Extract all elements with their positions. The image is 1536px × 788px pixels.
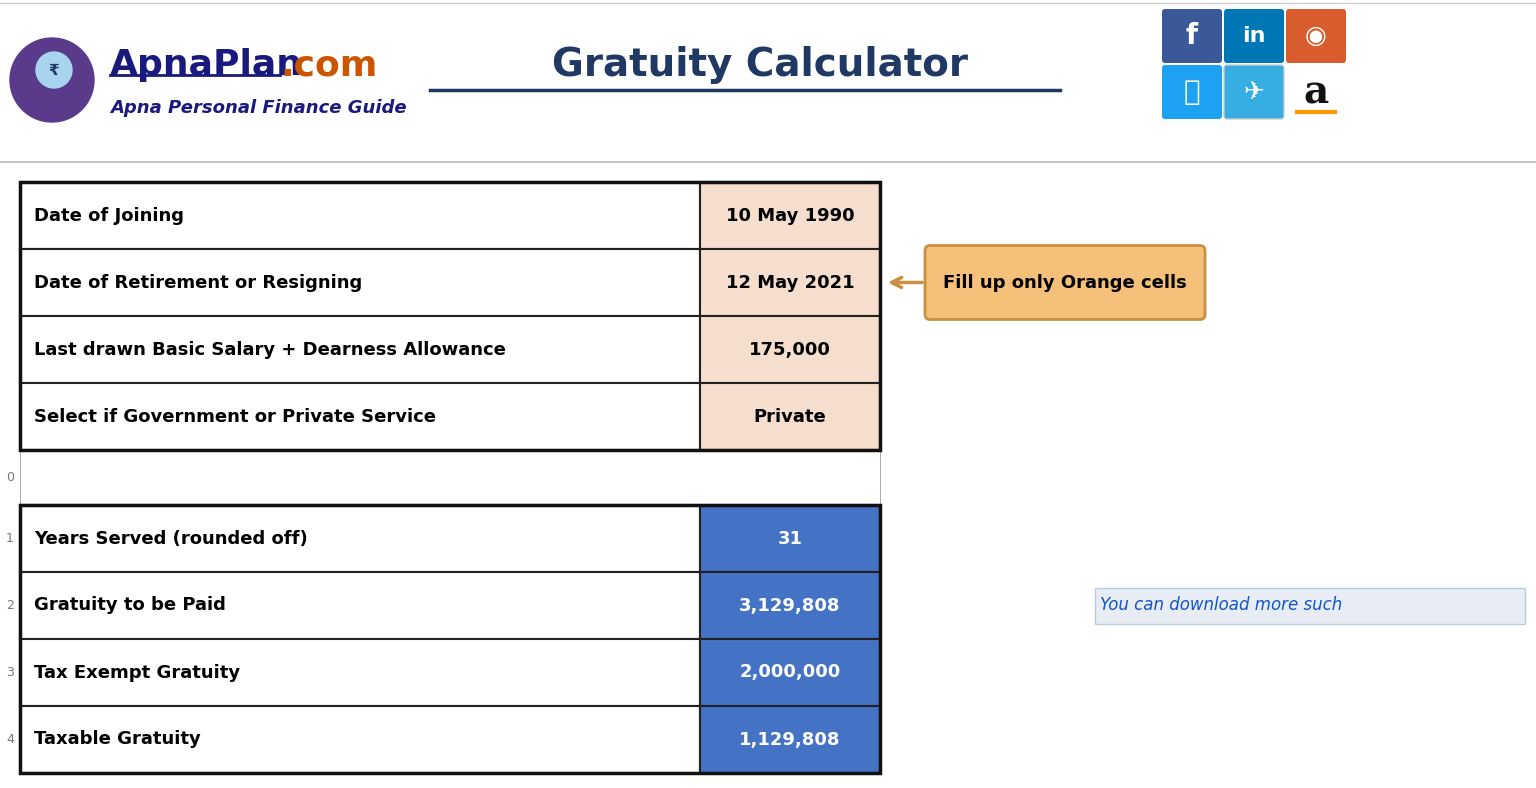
Bar	[20, 182, 880, 450]
Text: in: in	[1243, 26, 1266, 46]
Text: 4: 4	[6, 733, 14, 746]
Text: 175,000: 175,000	[750, 340, 831, 359]
Bar	[20, 182, 700, 249]
Text: 2: 2	[6, 599, 14, 612]
Text: 31: 31	[777, 530, 802, 548]
Text: Years Served (rounded off): Years Served (rounded off)	[34, 530, 307, 548]
Text: Gratuity to be Paid: Gratuity to be Paid	[34, 597, 226, 615]
Text: 0: 0	[6, 471, 14, 484]
FancyBboxPatch shape	[1224, 65, 1284, 119]
Text: 1,129,808: 1,129,808	[739, 730, 840, 749]
Bar	[700, 505, 880, 572]
FancyBboxPatch shape	[925, 246, 1206, 319]
Bar	[20, 706, 700, 773]
Text: You can download more such: You can download more such	[1100, 597, 1342, 615]
Bar	[700, 182, 880, 249]
FancyBboxPatch shape	[1163, 65, 1223, 119]
Text: Private: Private	[754, 407, 826, 426]
Bar	[700, 572, 880, 639]
Text: Fill up only Orange cells: Fill up only Orange cells	[943, 273, 1187, 292]
Bar	[20, 383, 700, 450]
Bar	[20, 505, 880, 773]
Bar	[700, 316, 880, 383]
Text: Select if Government or Private Service: Select if Government or Private Service	[34, 407, 436, 426]
Text: 10 May 1990: 10 May 1990	[725, 206, 854, 225]
Text: 2,000,000: 2,000,000	[739, 663, 840, 682]
Bar	[20, 450, 880, 505]
Circle shape	[11, 38, 94, 122]
Bar	[20, 572, 700, 639]
Text: 🐦: 🐦	[1184, 78, 1200, 106]
Bar	[20, 316, 700, 383]
FancyBboxPatch shape	[1286, 9, 1346, 63]
Bar	[20, 505, 700, 572]
Bar	[1095, 588, 1525, 623]
Text: Date of Joining: Date of Joining	[34, 206, 184, 225]
Text: ₹: ₹	[49, 62, 60, 77]
Text: a: a	[1304, 73, 1329, 111]
Text: Last drawn Basic Salary + Dearness Allowance: Last drawn Basic Salary + Dearness Allow…	[34, 340, 505, 359]
Text: 3,129,808: 3,129,808	[739, 597, 840, 615]
Text: ◉: ◉	[1306, 24, 1327, 48]
Bar	[700, 706, 880, 773]
Circle shape	[35, 52, 72, 88]
Text: Taxable Gratuity: Taxable Gratuity	[34, 730, 201, 749]
Text: 12 May 2021: 12 May 2021	[725, 273, 854, 292]
Text: f: f	[1186, 22, 1198, 50]
Text: Apna Personal Finance Guide: Apna Personal Finance Guide	[111, 99, 407, 117]
Text: Date of Retirement or Resigning: Date of Retirement or Resigning	[34, 273, 362, 292]
Bar	[700, 249, 880, 316]
FancyBboxPatch shape	[1224, 9, 1284, 63]
Text: 3: 3	[6, 666, 14, 679]
Text: .com: .com	[280, 48, 378, 82]
Text: Tax Exempt Gratuity: Tax Exempt Gratuity	[34, 663, 240, 682]
Bar	[700, 383, 880, 450]
Bar	[20, 249, 700, 316]
Text: ✈: ✈	[1244, 80, 1264, 104]
Bar	[20, 639, 700, 706]
Text: Gratuity Calculator: Gratuity Calculator	[551, 46, 968, 84]
Text: ApnaPlan: ApnaPlan	[111, 48, 303, 82]
Bar	[700, 639, 880, 706]
FancyBboxPatch shape	[1163, 9, 1223, 63]
Text: 1: 1	[6, 532, 14, 545]
